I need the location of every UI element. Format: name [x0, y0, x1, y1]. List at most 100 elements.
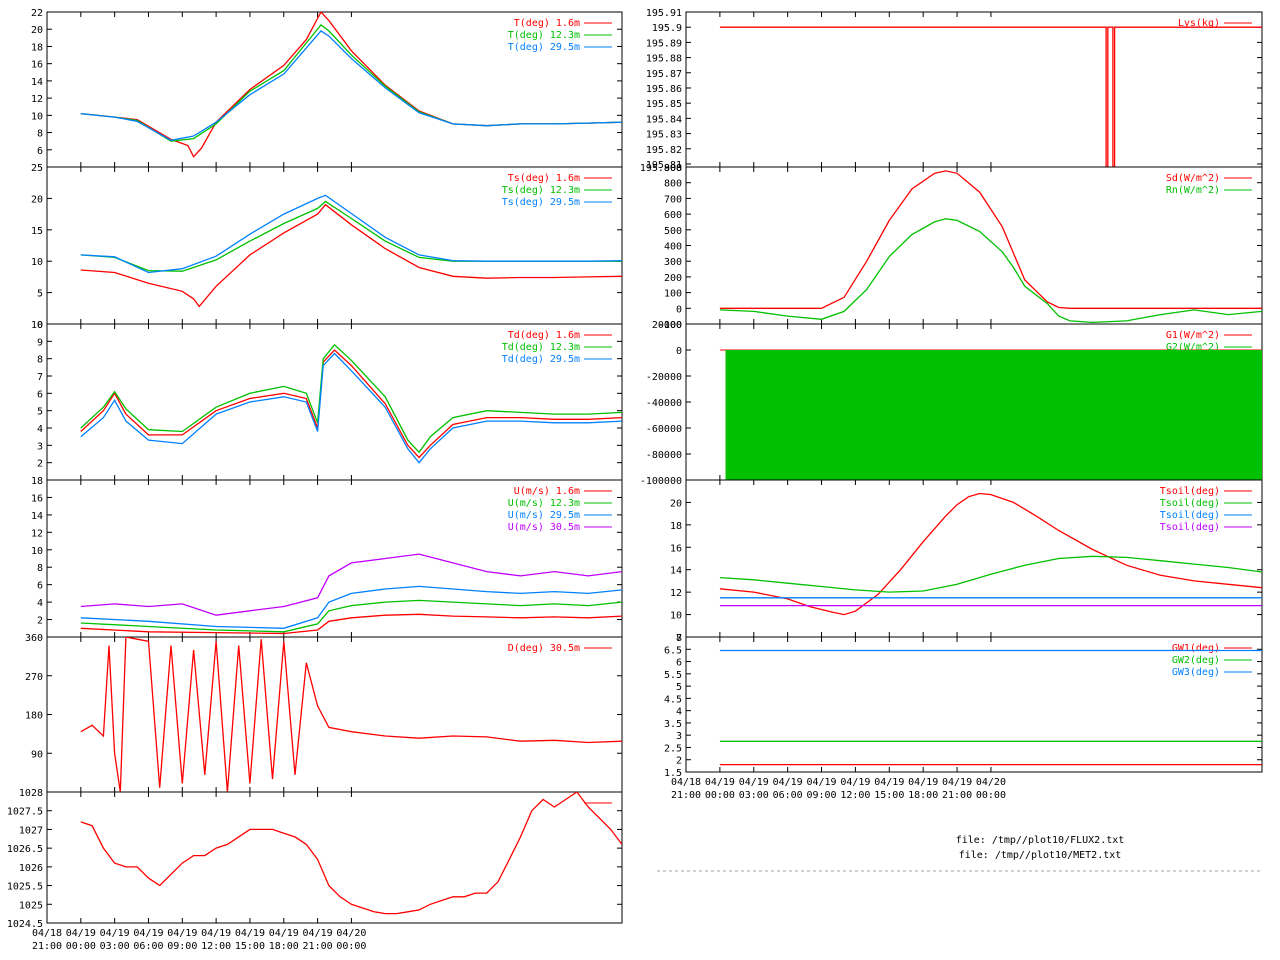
series-line-2 — [80, 30, 622, 141]
y-tick-label: 6 — [37, 146, 43, 157]
legend-label-1: T(deg) 12.3m — [508, 30, 580, 41]
y-tick-label: 1026.5 — [7, 844, 43, 855]
y-tick-label: 2 — [37, 459, 43, 470]
series-line-3 — [80, 553, 622, 616]
x-tick-date: 04/19 — [133, 928, 163, 939]
legend-label-0: Ts(deg) 1.6m — [508, 173, 580, 184]
y-tick-label: 195.808 — [640, 163, 682, 174]
x-tick-time: 00:00 — [66, 941, 96, 952]
panel-8: -100000 -80000 -60000 -40000 -20000 0 20000 G1(… — [640, 320, 1263, 487]
y-tick-label: 1025.5 — [7, 882, 43, 893]
x-tick-date: 04/19 — [303, 928, 333, 939]
legend-label-1: Rn(W/m^2) — [1166, 185, 1220, 196]
y-tick-label: 6 — [37, 389, 43, 400]
x-tick-time: 03:00 — [739, 790, 769, 801]
legend-label-2: GW3(deg) — [1172, 667, 1220, 678]
x-tick-time: 15:00 — [874, 790, 904, 801]
y-tick-label: 600 — [664, 210, 682, 221]
legend-label-1: U(m/s) 12.3m — [508, 498, 580, 509]
y-tick-label: 9 — [37, 337, 43, 348]
y-tick-label: 14 — [670, 566, 682, 577]
y-tick-label: 2.5 — [664, 743, 682, 754]
x-tick-time: 00:00 — [976, 790, 1006, 801]
y-tick-label: 2 — [37, 616, 43, 627]
x-tick-date: 04/19 — [66, 928, 96, 939]
file-label-flux: file: /tmp//plot10/FLUX2.txt — [956, 835, 1125, 846]
legend-label-0: Lys(kg) — [1178, 18, 1220, 29]
y-tick-label: 8 — [676, 633, 682, 644]
x-tick-date: 04/19 — [806, 777, 836, 788]
file-label-met: file: /tmp//plot10/MET2.txt — [959, 850, 1122, 861]
legend-label-1: GW2(deg) — [1172, 655, 1220, 666]
y-tick-label: 700 — [664, 194, 682, 205]
panel-5: 1024.5 1025 1025.5 1026 1026.5 1027 1027.5 1028… — [7, 788, 623, 952]
y-tick-label: 5.5 — [664, 670, 682, 681]
x-tick-date: 04/19 — [874, 777, 904, 788]
y-tick-label: 10 — [31, 257, 43, 268]
legend-label-2: U(m/s) 29.5m — [508, 510, 580, 521]
x-tick-time: 12:00 — [201, 941, 231, 952]
y-tick-label: 14 — [31, 77, 43, 88]
series-line-0 — [719, 170, 1262, 309]
series-line-0 — [719, 492, 1262, 616]
x-tick-date: 04/19 — [269, 928, 299, 939]
x-tick-time: 18:00 — [908, 790, 938, 801]
series-line-1 — [719, 555, 1262, 593]
y-tick-label: 500 — [664, 226, 682, 237]
y-tick-label: 195.85 — [646, 99, 682, 110]
y-tick-label: 1027.5 — [7, 807, 43, 818]
x-tick-time: 00:00 — [705, 790, 735, 801]
y-tick-label: 1.5 — [664, 768, 682, 779]
legend-label-2: Tsoil(deg) — [1160, 510, 1220, 521]
x-tick-time: 21:00 — [942, 790, 972, 801]
y-tick-label: 10 — [31, 320, 43, 331]
y-tick-label: 5 — [37, 407, 43, 418]
series-line-2 — [80, 585, 622, 629]
y-tick-label: 270 — [25, 672, 43, 683]
x-tick-time: 09:00 — [167, 941, 197, 952]
x-tick-date: 04/19 — [739, 777, 769, 788]
y-tick-label: 20 — [31, 194, 43, 205]
series-line-0 — [80, 203, 622, 308]
x-tick-date: 04/19 — [705, 777, 735, 788]
x-tick-time: 18:00 — [269, 941, 299, 952]
y-tick-label: 16 — [31, 60, 43, 71]
panel-7: -100 0 100 200 300 400 500 600 700 800 900 Sd(W/m^2… — [658, 163, 1263, 331]
panel-frame — [685, 636, 1263, 773]
y-tick-label: 5 — [37, 289, 43, 300]
y-tick-label: 195.84 — [646, 114, 682, 125]
legend-label-1: Ts(deg) 12.3m — [502, 185, 580, 196]
y-tick-label: 12 — [670, 588, 682, 599]
y-tick-label: 6 — [676, 658, 682, 669]
y-tick-label: 360 — [25, 633, 43, 644]
series-line-1 — [80, 599, 622, 633]
y-tick-label: 4 — [37, 598, 43, 609]
legend-label-0: G1(W/m^2) — [1166, 330, 1220, 341]
y-tick-label: 16 — [670, 543, 682, 554]
legend-label-2: T(deg) 29.5m — [508, 42, 580, 53]
y-tick-label: 400 — [664, 242, 682, 253]
series-line-1 — [80, 343, 622, 454]
y-tick-label: 195.88 — [646, 54, 682, 65]
y-tick-label: 3.5 — [664, 719, 682, 730]
y-tick-label: -40000 — [646, 398, 682, 409]
y-tick-label: 195.87 — [646, 69, 682, 80]
legend-label-0: U(m/s) 1.6m — [514, 486, 580, 497]
y-tick-label: -60000 — [646, 424, 682, 435]
y-tick-label: 4 — [37, 424, 43, 435]
panel-0: 6 8 10 12 14 16 18 20 22 T(deg) 1.6mT(deg) 12.3mT… — [31, 8, 623, 168]
panel-9: 8101214161820Tsoil(deg)Tsoil(deg)Tsoil(d… — [670, 479, 1263, 644]
y-tick-label: 1026 — [19, 863, 43, 874]
y-tick-label: 18 — [670, 521, 682, 532]
y-tick-label: 25 — [31, 163, 43, 174]
y-tick-label: 6 — [37, 581, 43, 592]
y-tick-label: 180 — [25, 711, 43, 722]
x-tick-date: 04/19 — [201, 928, 231, 939]
legend-label-1: Td(deg) 12.3m — [502, 342, 580, 353]
y-tick-label: 195.81 — [646, 160, 682, 171]
legend-label-0: Sd(W/m^2) — [1166, 173, 1220, 184]
